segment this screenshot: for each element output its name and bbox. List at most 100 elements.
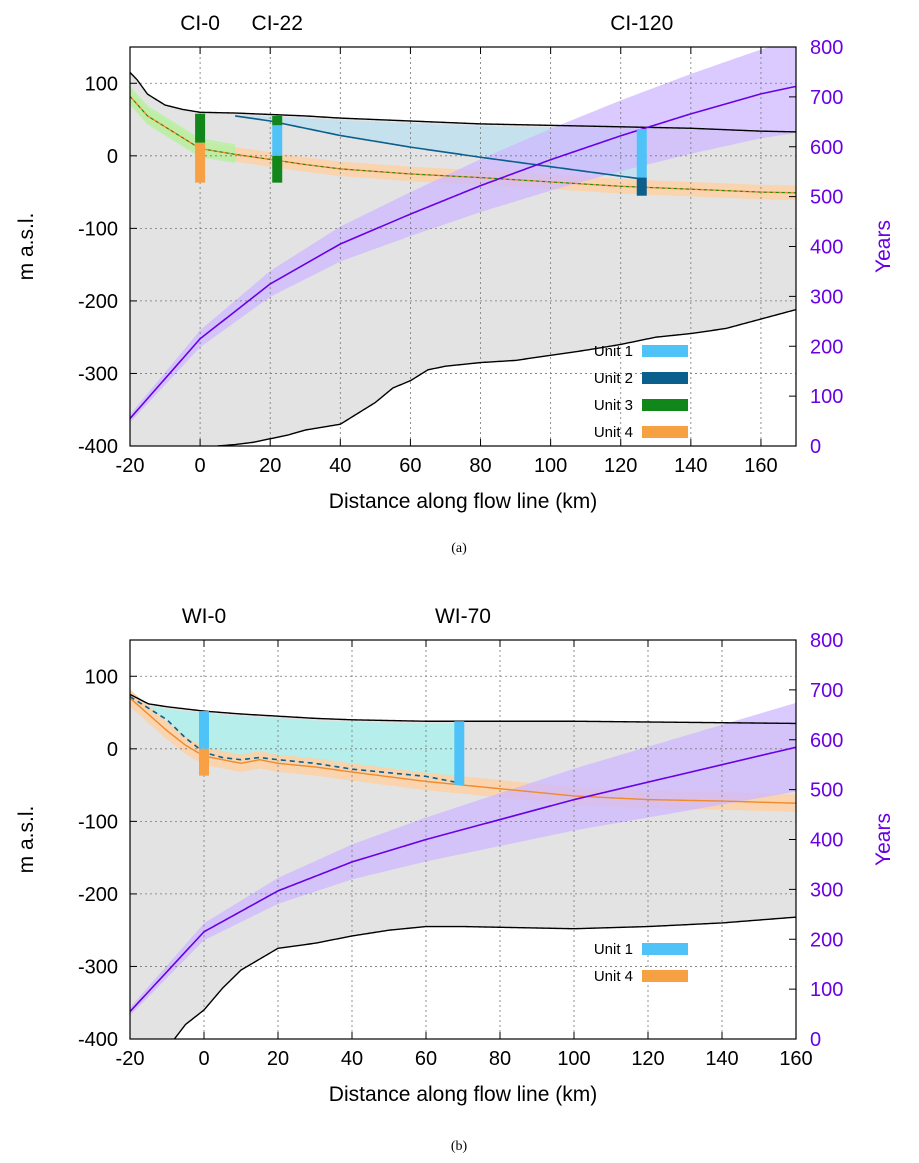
core-bar-unit2 <box>636 177 647 196</box>
x-tick-label: 100 <box>534 455 567 477</box>
y-tick-label: 0 <box>107 739 118 761</box>
legend-label: Unit 4 <box>594 968 633 985</box>
x-tick-label: 0 <box>195 455 206 477</box>
core-bar-unit3 <box>272 115 283 126</box>
x-tick-label: 120 <box>604 455 637 477</box>
y-tick-label: -200 <box>78 291 118 313</box>
x-tick-label: 140 <box>705 1048 738 1070</box>
x-tick-label: 20 <box>267 1048 289 1070</box>
site-label: WI-0 <box>182 605 226 628</box>
unit3-band <box>130 86 236 164</box>
y-tick-label: 100 <box>85 73 118 95</box>
legend-label: Unit 3 <box>594 397 633 414</box>
y-tick-label: -400 <box>78 436 118 458</box>
core-bar-unit3 <box>195 113 206 143</box>
y2-tick-label: 200 <box>810 336 843 358</box>
bed-line <box>173 916 796 1039</box>
y2-tick-label: 700 <box>810 680 843 702</box>
x-tick-label: 40 <box>329 455 351 477</box>
x-tick-label: 120 <box>631 1048 664 1070</box>
site-label: CI-22 <box>252 12 303 35</box>
years-uncertainty-band <box>130 47 796 423</box>
chart-panel-b <box>129 639 797 1040</box>
legend-swatch <box>642 943 688 955</box>
x-tick-label: 100 <box>557 1048 590 1070</box>
bed-line <box>217 308 796 446</box>
figure-caption: (b) <box>451 1139 468 1154</box>
y2-tick-label: 300 <box>810 879 843 901</box>
y-tick-label: 0 <box>107 146 118 168</box>
legend-label: Unit 2 <box>594 370 633 387</box>
y2-tick-label: 700 <box>810 87 843 109</box>
legend-swatch <box>642 426 688 438</box>
x-tick-label: 60 <box>415 1048 437 1070</box>
x-tick-label: 20 <box>259 455 281 477</box>
site-label: CI-120 <box>610 12 673 35</box>
core-bar-unit4 <box>195 142 206 183</box>
x-tick-label: 40 <box>341 1048 363 1070</box>
plot-area <box>130 47 796 446</box>
years-line <box>130 85 796 420</box>
y2-tick-label: 800 <box>810 630 843 652</box>
years-uncertainty-band <box>130 702 796 1016</box>
x-tick-label: 140 <box>674 455 707 477</box>
legend-label: Unit 1 <box>594 343 633 360</box>
x-tick-label: -20 <box>116 455 145 477</box>
x-tick-label: 160 <box>779 1048 812 1070</box>
legend-swatch <box>642 345 688 357</box>
legend-swatch <box>642 970 688 982</box>
y2-tick-label: 0 <box>810 1029 821 1051</box>
x-tick-label: 0 <box>198 1048 209 1070</box>
y2-tick-label: 300 <box>810 286 843 308</box>
y2-tick-label: 100 <box>810 386 843 408</box>
y-tick-label: -200 <box>78 884 118 906</box>
legend-label: Unit 1 <box>594 941 633 958</box>
unit4-line <box>130 95 796 194</box>
x-axis-label: Distance along flow line (km) <box>329 1083 597 1106</box>
unit1-band <box>130 696 463 784</box>
core-bar-unit1 <box>454 721 465 786</box>
unit1-base-line <box>235 115 642 180</box>
y2-tick-label: 0 <box>810 436 821 458</box>
y-axis-label: m a.s.l. <box>15 213 38 281</box>
site-label: WI-70 <box>435 605 491 628</box>
y-tick-label: -100 <box>78 218 118 240</box>
x-tick-label: 80 <box>469 455 491 477</box>
core-bar-unit1 <box>199 711 209 749</box>
y2-tick-label: 200 <box>810 929 843 951</box>
y2-tick-label: 100 <box>810 979 843 1001</box>
legend-label: Unit 4 <box>594 424 633 441</box>
y2-tick-label: 600 <box>810 137 843 159</box>
y-tick-label: -100 <box>78 811 118 833</box>
chart-panel-a <box>129 46 797 447</box>
y2-tick-label: 400 <box>810 830 843 852</box>
y-axis-label: m a.s.l. <box>15 806 38 874</box>
site-label: CI-0 <box>180 12 220 35</box>
y2-tick-label: 600 <box>810 730 843 752</box>
figure-caption: (a) <box>451 541 467 556</box>
y2-tick-label: 500 <box>810 187 843 209</box>
x-tick-label: 160 <box>744 455 777 477</box>
y2-tick-label: 500 <box>810 780 843 802</box>
y2-axis-label: Years <box>872 813 895 866</box>
surface-line <box>130 71 796 133</box>
x-axis-label: Distance along flow line (km) <box>329 490 597 513</box>
y2-tick-label: 800 <box>810 37 843 59</box>
unit1-base-line <box>130 695 464 785</box>
legend-swatch <box>642 372 688 384</box>
core-bar-unit1 <box>636 128 647 178</box>
y2-axis-label: Years <box>872 220 895 273</box>
x-tick-label: 80 <box>489 1048 511 1070</box>
x-tick-label: -20 <box>116 1048 145 1070</box>
y-tick-label: -300 <box>78 956 118 978</box>
y-tick-label: -400 <box>78 1029 118 1051</box>
core-bar-unit4 <box>199 748 209 776</box>
y-tick-label: 100 <box>85 666 118 688</box>
y-tick-label: -300 <box>78 363 118 385</box>
y2-tick-label: 400 <box>810 237 843 259</box>
years-line <box>130 746 796 1013</box>
x-tick-label: 60 <box>399 455 421 477</box>
plot-area <box>130 640 796 1039</box>
